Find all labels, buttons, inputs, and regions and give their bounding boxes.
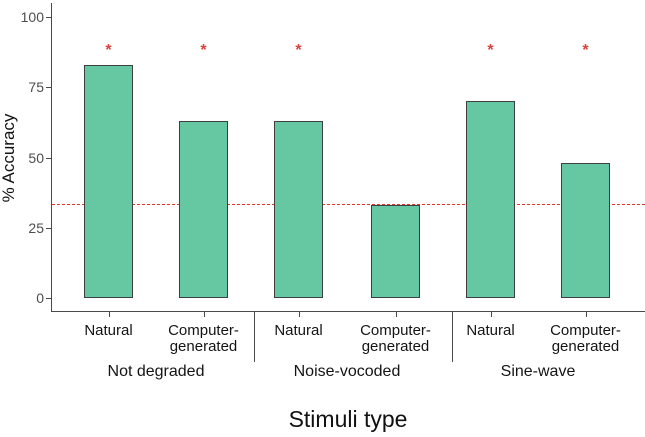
bar-category-label-line: generated	[169, 338, 238, 355]
bar-category-label-line: Computer-	[550, 322, 621, 339]
y-axis-tick	[46, 17, 51, 18]
y-tick-label: 100	[20, 9, 44, 25]
chance-level-line	[52, 204, 645, 205]
bar-category-label: Computer-generated	[531, 323, 641, 355]
y-tick-label: 0	[36, 290, 44, 306]
bar	[84, 64, 133, 298]
bar	[179, 120, 228, 298]
bar-category-label: Natural	[436, 323, 546, 339]
bar-category-label-line: Computer-	[360, 322, 431, 339]
bar-category-label-line: Natural	[84, 322, 133, 339]
bar-category-label: Computer-generated	[149, 323, 259, 355]
bar-category-label-line: Natural	[274, 322, 323, 339]
x-axis-tick	[396, 312, 397, 317]
x-axis-tick	[109, 312, 110, 317]
bar	[371, 205, 420, 298]
bar	[561, 163, 610, 298]
significance-asterisk: *	[487, 41, 494, 59]
bar-category-label-line: Computer-	[168, 322, 239, 339]
x-axis-tick	[299, 312, 300, 317]
x-axis-line	[51, 311, 645, 312]
y-tick-label: 50	[28, 149, 44, 166]
bar	[466, 101, 515, 298]
y-axis-tick	[46, 298, 51, 299]
group-label: Not degraded	[107, 363, 205, 380]
group-label: Noise-vocoded	[293, 363, 401, 380]
significance-asterisk: *	[295, 41, 302, 59]
x-axis-tick	[204, 312, 205, 317]
significance-asterisk: *	[582, 41, 589, 59]
y-tick-label: 75	[28, 79, 44, 96]
bar-category-label-line: generated	[551, 338, 620, 355]
bar-category-label-line: Natural	[466, 322, 515, 339]
bar	[274, 120, 323, 298]
bar-category-label-line: generated	[361, 338, 430, 355]
y-axis-line	[51, 3, 52, 312]
x-axis-tick	[586, 312, 587, 317]
bar-category-label: Natural	[54, 323, 164, 339]
significance-asterisk: *	[105, 41, 112, 59]
y-axis-tick	[46, 157, 51, 159]
group-separator-line	[452, 312, 453, 362]
y-tick-label: 25	[28, 219, 44, 236]
significance-asterisk: *	[200, 41, 207, 59]
y-axis-tick	[46, 87, 51, 89]
group-label: Sine-wave	[500, 363, 576, 380]
group-separator-line	[254, 312, 255, 362]
y-axis-tick	[46, 227, 51, 229]
bar-category-label: Computer-generated	[341, 323, 451, 355]
x-axis-title: Stimuli type	[288, 406, 408, 432]
bar-category-label: Natural	[244, 323, 354, 339]
x-axis-tick	[491, 312, 492, 317]
